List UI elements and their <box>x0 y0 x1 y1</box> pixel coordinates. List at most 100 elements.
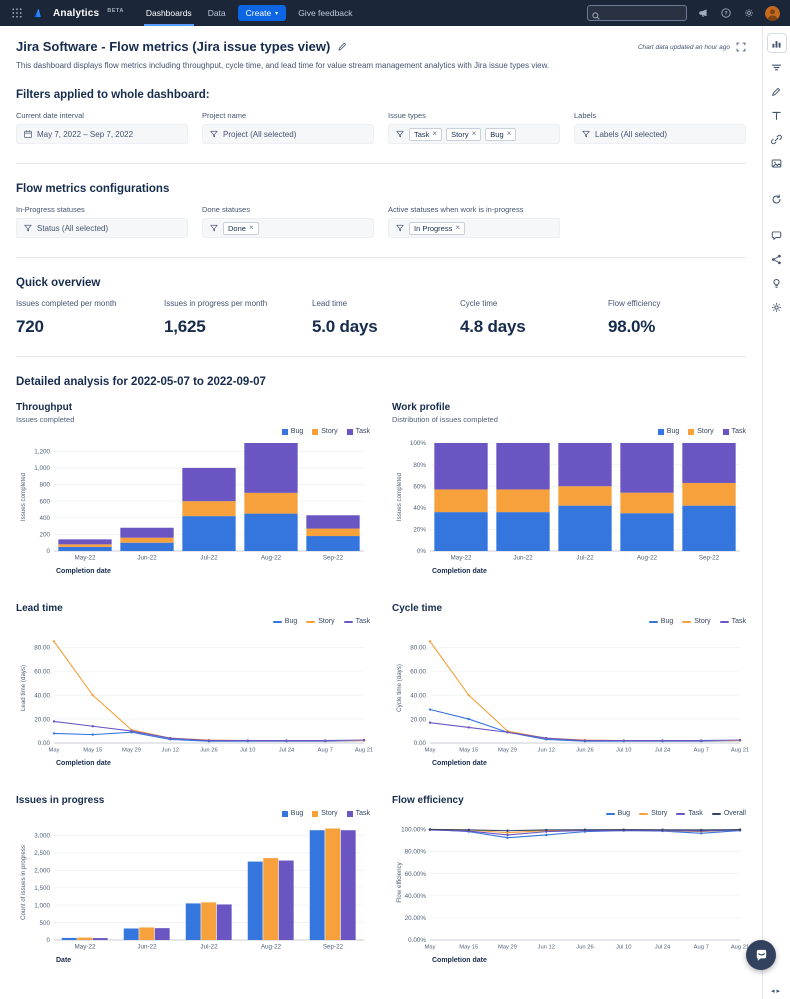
chat-launcher-button[interactable] <box>746 940 776 970</box>
charts-panel-button[interactable] <box>766 33 787 53</box>
svg-text:0%: 0% <box>417 548 427 555</box>
tips-button[interactable] <box>767 273 787 293</box>
chart-plot[interactable]: 0.00 20.00 40.00 60.00 80.00 Lead time (days)… <box>16 627 373 758</box>
chart-canvas: 0 500 1,000 1,500 2,000 2,500 3,000 Count of is… <box>20 828 364 951</box>
filter-button[interactable] <box>767 57 787 77</box>
project-filter-control[interactable]: Project (All selected) <box>202 124 374 144</box>
help-icon[interactable]: ? <box>719 7 733 19</box>
svg-text:May: May <box>49 748 60 754</box>
svg-text:0.00: 0.00 <box>38 740 51 747</box>
chart-work-profile: Work profile Distribution of issues comp… <box>392 402 746 575</box>
app-switcher-icon[interactable] <box>10 7 24 19</box>
chip-remove-icon[interactable]: × <box>455 223 461 232</box>
svg-text:400: 400 <box>39 515 50 522</box>
legend-item[interactable]: Bug <box>657 428 679 435</box>
comment-button[interactable] <box>767 225 787 245</box>
chip-remove-icon[interactable]: × <box>506 129 512 138</box>
nav-item-data[interactable]: Data <box>207 8 226 18</box>
chip-remove-icon[interactable]: × <box>471 129 477 138</box>
chip-remove-icon[interactable]: × <box>432 129 438 138</box>
fullscreen-icon[interactable] <box>736 42 746 52</box>
image-button[interactable] <box>767 153 787 173</box>
create-button-label: Create <box>245 8 272 18</box>
chart-title: Cycle time <box>392 603 443 614</box>
legend-item[interactable]: Task <box>719 618 746 625</box>
configs-heading: Flow metrics configurations <box>16 183 170 195</box>
legend-item[interactable]: Bug <box>281 810 303 817</box>
search-input[interactable] <box>587 5 687 21</box>
legend-item[interactable]: Task <box>346 810 370 817</box>
link-button[interactable] <box>767 129 787 149</box>
panel-resize-handle[interactable]: ◂▸ <box>770 988 783 995</box>
funnel-icon <box>395 129 405 139</box>
active-statuses-control[interactable]: In Progress × <box>388 218 560 238</box>
svg-text:Aug 21: Aug 21 <box>355 748 373 754</box>
legend-marker <box>711 812 721 815</box>
legend-item[interactable]: Story <box>306 618 335 625</box>
announcements-icon[interactable] <box>696 7 710 19</box>
labels-filter-control[interactable]: Labels (All selected) <box>574 124 746 144</box>
legend-item[interactable]: Bug <box>648 618 673 625</box>
legend-item[interactable]: Task <box>722 428 746 435</box>
give-feedback-link[interactable]: Give feedback <box>298 8 353 18</box>
field-label: Labels <box>574 111 597 120</box>
legend-item[interactable]: Story <box>312 810 338 817</box>
legend-label: Bug <box>617 810 631 817</box>
chip-label: Task <box>414 129 430 139</box>
svg-text:?: ? <box>724 11 728 17</box>
done-statuses-control[interactable]: Done × <box>202 218 374 238</box>
legend-label: Story <box>321 810 338 817</box>
funnel-icon <box>395 223 405 233</box>
legend-item[interactable]: Story <box>312 428 338 435</box>
legend-item[interactable]: Overall <box>711 810 746 817</box>
charts-grid: Throughput Issues completed Bug Story Task… <box>16 402 749 964</box>
avatar[interactable] <box>765 5 780 21</box>
date-interval-control[interactable]: May 7, 2022 – Sep 7, 2022 <box>16 124 188 144</box>
share-button[interactable] <box>767 249 787 269</box>
legend-item[interactable]: Task <box>346 428 370 435</box>
kpi-value: 1,625 <box>164 317 206 336</box>
legend-item[interactable]: Story <box>688 428 714 435</box>
chart-plot[interactable]: 0.00% 20.00% 40.00% 60.00% 80.00% 100.00% Flow… <box>392 819 749 955</box>
legend-item[interactable]: Story <box>639 810 667 817</box>
chart-plot[interactable]: 0 500 1,000 1,500 2,000 2,500 3,000 Count of is… <box>16 819 370 955</box>
settings-button[interactable] <box>767 297 787 317</box>
chart-cycle-time: Cycle time Bug Story Task 0.00 20.00 40.00 60… <box>392 603 749 767</box>
in-progress-statuses-control[interactable]: Status (All selected) <box>16 218 188 238</box>
legend-item[interactable]: Bug <box>605 810 631 817</box>
right-toolbar: ◂▸ <box>762 26 790 999</box>
filter-chip[interactable]: Done × <box>223 221 259 235</box>
project-filter-value: Project (All selected) <box>223 129 297 139</box>
legend-item[interactable]: Task <box>343 618 370 625</box>
filter-chip[interactable]: Task × <box>409 127 443 141</box>
svg-text:0: 0 <box>46 937 50 944</box>
filter-chip[interactable]: Story × <box>446 127 482 141</box>
filter-chip[interactable]: In Progress × <box>409 221 466 235</box>
legend-item[interactable]: Story <box>682 618 711 625</box>
legend-marker <box>281 428 288 435</box>
chart-plot[interactable]: 0% 20% 40% 60% 80% 100% Issues completed May-22… <box>392 437 746 566</box>
draw-button[interactable] <box>767 81 787 101</box>
text-icon <box>770 109 783 122</box>
field-label: In-Progress statuses <box>16 205 85 214</box>
legend-item[interactable]: Bug <box>272 618 297 625</box>
chart-plot[interactable]: 0 200 400 600 800 1,000 1,200 Issues completed M… <box>16 437 370 566</box>
svg-text:1,500: 1,500 <box>34 885 50 892</box>
chart-plot[interactable]: 0.00 20.00 40.00 60.00 80.00 Cycle time (days… <box>392 627 749 758</box>
nav-item-dashboards[interactable]: Dashboards <box>143 0 194 26</box>
svg-text:0.00: 0.00 <box>414 740 427 747</box>
text-button[interactable] <box>767 105 787 125</box>
chart-subtitle: Distribution of issues completed <box>392 415 498 424</box>
chip-remove-icon[interactable]: × <box>248 223 254 232</box>
filter-chip[interactable]: Bug × <box>485 127 517 141</box>
legend-item[interactable]: Task <box>676 810 703 817</box>
settings-icon[interactable] <box>742 7 756 19</box>
issue-types-filter-control[interactable]: Task × Story × Bug × <box>388 124 560 144</box>
svg-text:80.00: 80.00 <box>34 645 50 652</box>
edit-title-icon[interactable] <box>337 41 348 52</box>
refresh-button[interactable] <box>767 189 787 209</box>
legend-marker <box>639 812 649 815</box>
legend-item[interactable]: Bug <box>281 428 303 435</box>
create-button[interactable]: Create ▾ <box>237 5 287 21</box>
svg-text:May: May <box>425 945 436 951</box>
